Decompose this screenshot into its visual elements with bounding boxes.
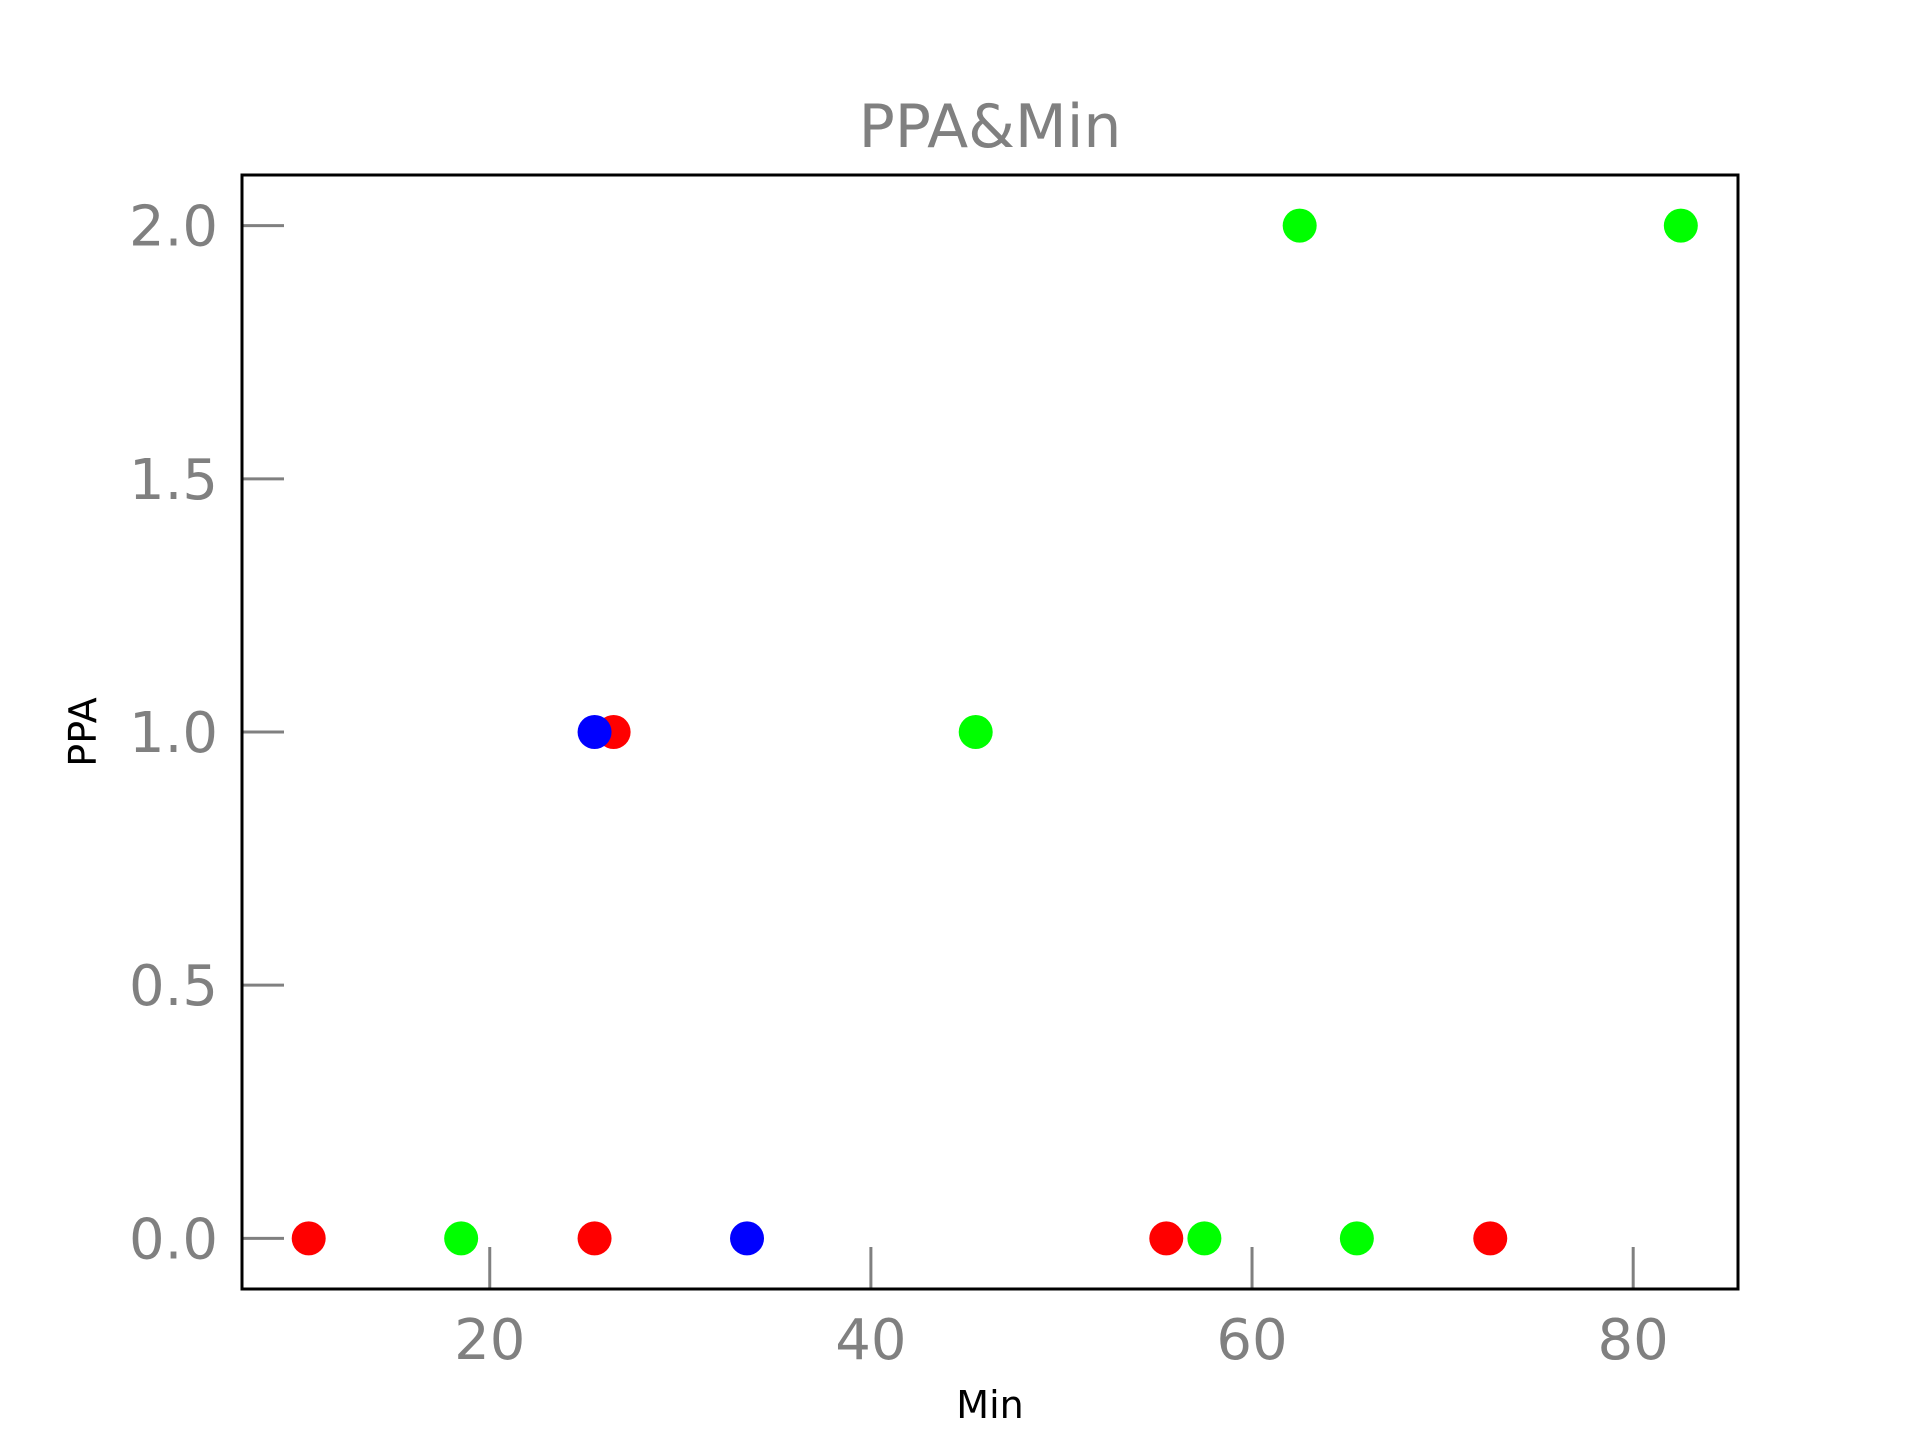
x-axis-label: Min — [956, 1383, 1023, 1427]
scatter-point — [444, 1221, 479, 1256]
y-tick-label: 1.0 — [129, 701, 218, 766]
scatter-point — [577, 715, 612, 749]
scatter-point — [1473, 1221, 1508, 1256]
y-tick-label: 1.5 — [129, 448, 218, 513]
y-tick-label: 0.0 — [129, 1207, 218, 1272]
scatter-point — [1149, 1221, 1184, 1256]
y-axis-label: PPA — [61, 697, 105, 766]
scatter-point — [1187, 1221, 1222, 1256]
data-points — [291, 208, 1698, 1256]
y-tick-label: 0.5 — [129, 954, 218, 1019]
plot-frame — [240, 173, 1740, 1291]
scatter-point — [291, 1221, 326, 1256]
x-tick-label: 20 — [454, 1308, 525, 1373]
y-axis-ticks: 0.0 0.5 1.0 1.5 2.0 — [129, 195, 284, 1272]
scatter-point — [1339, 1221, 1374, 1256]
chart-title: PPA&Min — [859, 92, 1122, 162]
scatter-point — [730, 1221, 765, 1256]
scatter-point — [1663, 208, 1698, 243]
x-tick-label: 60 — [1216, 1308, 1287, 1373]
y-tick-label: 2.0 — [129, 195, 218, 260]
x-tick-label: 80 — [1598, 1308, 1669, 1373]
x-axis-ticks: 20 40 60 80 — [454, 1247, 1669, 1373]
x-tick-label: 40 — [835, 1308, 906, 1373]
scatter-point — [958, 715, 993, 749]
scatter-point — [577, 1221, 612, 1256]
scatter-point — [1282, 208, 1317, 243]
